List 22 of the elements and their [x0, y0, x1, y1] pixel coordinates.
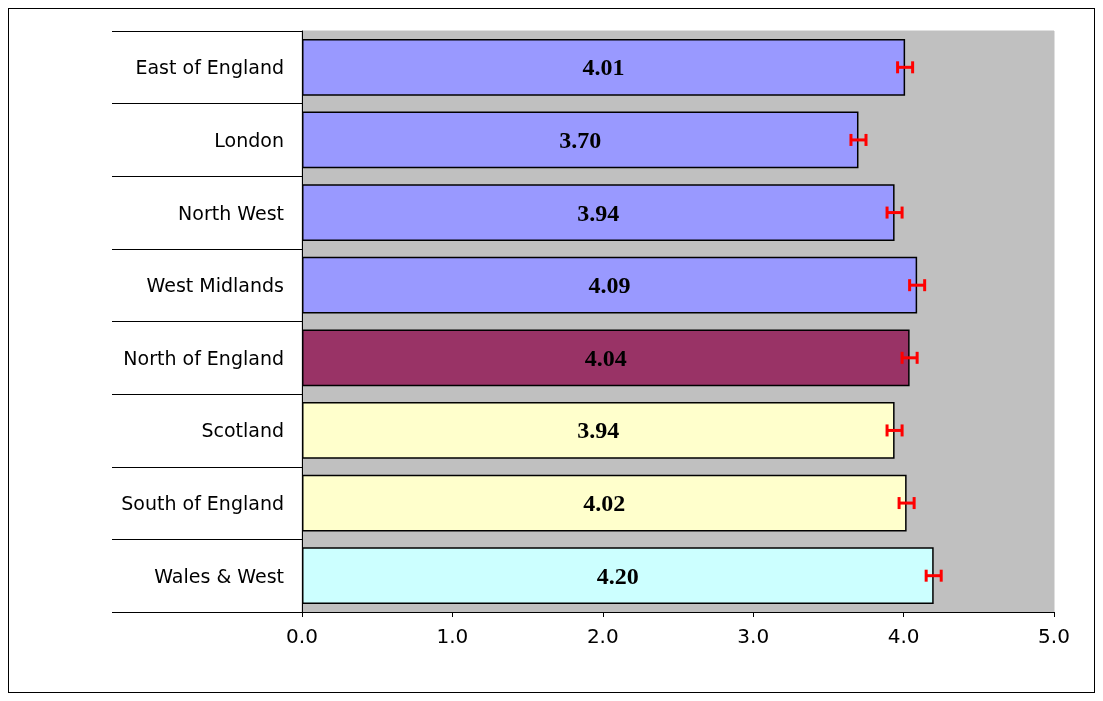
y-tick-label: Scotland	[201, 419, 284, 442]
x-tick-label: 2.0	[586, 624, 619, 648]
data-label: 3.94	[577, 417, 620, 444]
y-tick-label: South of England	[121, 492, 284, 515]
x-tick-label: 1.0	[436, 624, 469, 648]
data-label: 4.02	[583, 490, 626, 517]
y-tick-label: Wales & West	[154, 564, 284, 587]
y-tick-label: East of England	[135, 56, 284, 79]
data-label: 3.70	[559, 126, 602, 153]
data-label: 3.94	[577, 199, 620, 226]
x-tick-label: 0.0	[286, 624, 318, 648]
y-tick-label: West Midlands	[146, 274, 284, 297]
data-label: 4.09	[588, 272, 631, 299]
x-tick-label: 5.0	[1038, 624, 1070, 648]
y-tick-label: London	[214, 128, 284, 151]
data-label: 4.20	[596, 562, 639, 589]
data-label: 4.04	[584, 344, 627, 371]
x-tick-label: 3.0	[737, 624, 770, 648]
y-tick-label: North West	[178, 201, 284, 224]
data-label: 4.01	[582, 54, 625, 81]
y-tick-label: North of England	[123, 346, 284, 369]
x-tick-label: 4.0	[887, 624, 920, 648]
